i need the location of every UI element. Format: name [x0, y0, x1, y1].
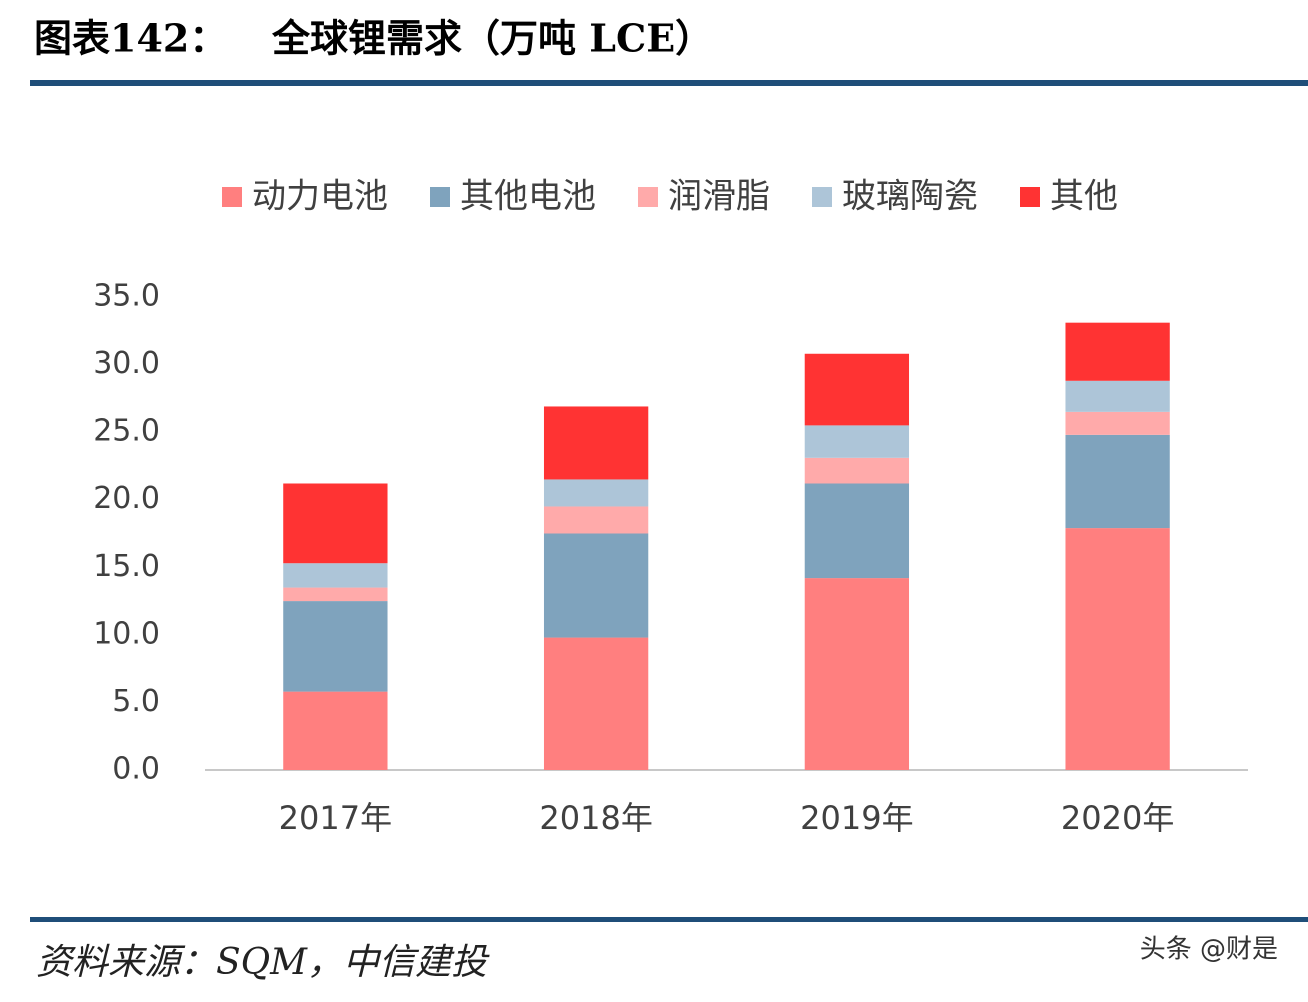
x-tick-label: 2017年: [279, 799, 392, 837]
y-tick-label: 15.0: [93, 549, 160, 584]
bar-segment: [804, 425, 910, 458]
legend-swatch: [638, 187, 658, 207]
legend-label: 其他: [1050, 177, 1118, 217]
bar-segment: [543, 533, 649, 638]
bar-segment: [804, 578, 910, 770]
header-rule: [30, 80, 1308, 86]
legend-label: 玻璃陶瓷: [842, 177, 978, 217]
legend-label: 动力电池: [252, 177, 388, 217]
figure-title: 全球锂需求（万吨 LCE）: [271, 16, 713, 61]
bar-segment: [1065, 380, 1170, 412]
legend-label: 其他电池: [460, 177, 596, 217]
bar-segment: [283, 483, 388, 564]
bar-segment: [283, 563, 388, 588]
y-tick-label: 20.0: [93, 481, 160, 516]
y-tick-label: 5.0: [112, 684, 160, 719]
legend-swatch: [1020, 187, 1040, 207]
bar-segment: [1065, 411, 1170, 435]
x-tick-label: 2018年: [539, 799, 652, 837]
legend-swatch: [812, 187, 832, 207]
y-tick-label: 30.0: [93, 346, 160, 381]
legend-swatch: [430, 187, 450, 207]
bar-segment: [1065, 322, 1170, 381]
bar-segment: [543, 406, 649, 480]
bar-segment: [283, 601, 388, 692]
footer-rule: [30, 917, 1308, 922]
watermark: 头条 @财是: [1140, 935, 1278, 965]
bar-segment: [283, 587, 388, 602]
x-tick-label: 2019年: [800, 799, 913, 837]
legend-swatch: [222, 187, 242, 207]
source: 资料来源：SQM，中信建投: [36, 942, 490, 983]
bar-segment: [283, 691, 388, 770]
bar-segment: [1065, 528, 1170, 770]
figure-label: 图表142：: [34, 16, 227, 61]
bar-segment: [543, 506, 649, 534]
y-tick-label: 0.0: [112, 752, 160, 787]
y-tick-label: 10.0: [93, 616, 160, 651]
legend-label: 润滑脂: [668, 177, 770, 217]
x-tick-label: 2020年: [1061, 799, 1174, 837]
bar-segment: [543, 479, 649, 507]
y-tick-label: 25.0: [93, 414, 160, 449]
y-tick-label: 35.0: [93, 279, 160, 314]
bar-segment: [804, 457, 910, 484]
bar-segment: [1065, 434, 1170, 529]
bar-segment: [804, 353, 910, 426]
bar-segment: [804, 483, 910, 579]
bar-segment: [543, 637, 649, 770]
